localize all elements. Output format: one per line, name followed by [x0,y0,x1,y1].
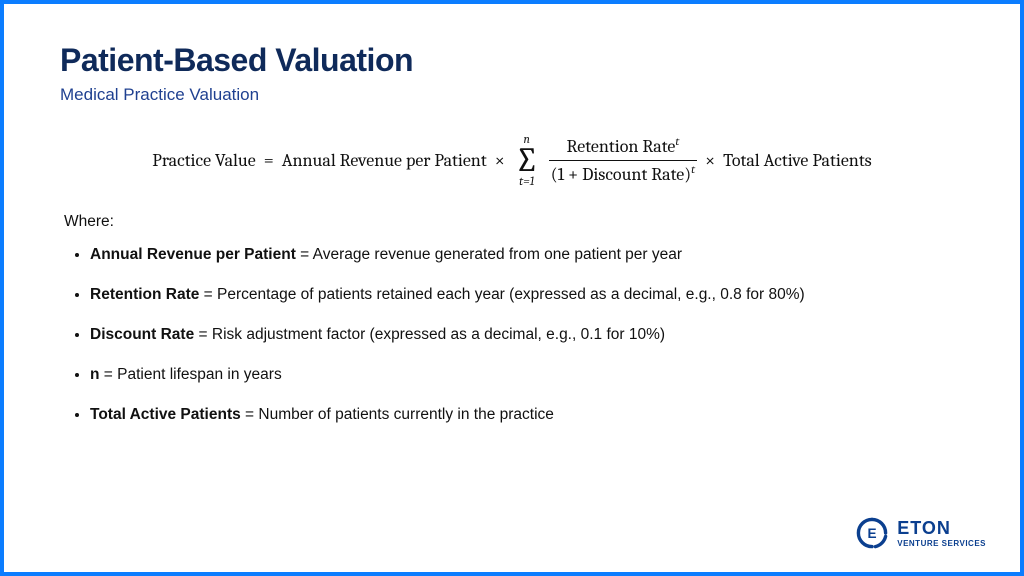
fraction-numerator: Retention Ratet [565,135,682,160]
times-sign-2: × [705,150,715,171]
formula-fraction: Retention Ratet (1 + Discount Rate)t [549,135,697,185]
formula-term-annual-revenue: Annual Revenue per Patient [282,150,487,171]
definitions-list: Annual Revenue per Patient = Average rev… [64,243,964,427]
valuation-formula: Practice Value = Annual Revenue per Pati… [60,133,964,188]
logo-mark-icon: E [855,516,889,550]
definition-item: Total Active Patients = Number of patien… [90,403,870,427]
page-subtitle: Medical Practice Valuation [60,85,964,105]
formula-lhs: Practice Value [152,150,255,171]
definition-text: Risk adjustment factor (expressed as a d… [212,326,665,343]
brand-logo: E ETON VENTURE SERVICES [855,516,986,550]
definition-term: n [90,366,99,383]
equals-sign: = [264,150,274,171]
definition-text: Patient lifespan in years [117,366,282,383]
sum-lower-limit: t=1 [519,175,534,187]
definition-term: Discount Rate [90,326,194,343]
logo-text: ETON VENTURE SERVICES [897,519,986,548]
definitions-block: Where: Annual Revenue per Patient = Aver… [64,213,964,427]
definition-term: Annual Revenue per Patient [90,246,296,263]
logo-line1: ETON [897,519,986,537]
page-title: Patient-Based Valuation [60,42,964,79]
definition-text: Number of patients currently in the prac… [258,406,554,423]
svg-text:E: E [868,526,877,541]
formula-term-total-patients: Total Active Patients [723,150,872,171]
definition-text: Percentage of patients retained each yea… [217,286,805,303]
slide-frame: Patient-Based Valuation Medical Practice… [0,0,1024,576]
sigma-icon: ∑ [515,145,539,176]
where-label: Where: [64,213,964,231]
times-sign-1: × [495,150,505,171]
denominator-exponent: t [691,162,695,176]
numerator-exponent: t [675,134,679,148]
fraction-denominator: (1 + Discount Rate)t [549,160,697,186]
logo-line2: VENTURE SERVICES [897,540,986,548]
numerator-base: Retention Rate [567,136,676,157]
summation-symbol: n ∑ t=1 [515,133,539,188]
definition-item: n = Patient lifespan in years [90,363,870,387]
definition-item: Discount Rate = Risk adjustment factor (… [90,323,870,347]
definition-item: Retention Rate = Percentage of patients … [90,283,870,307]
definition-item: Annual Revenue per Patient = Average rev… [90,243,870,267]
denominator-base: (1 + Discount Rate) [551,164,691,185]
definition-term: Total Active Patients [90,406,241,423]
definition-text: Average revenue generated from one patie… [313,246,682,263]
definition-term: Retention Rate [90,286,199,303]
